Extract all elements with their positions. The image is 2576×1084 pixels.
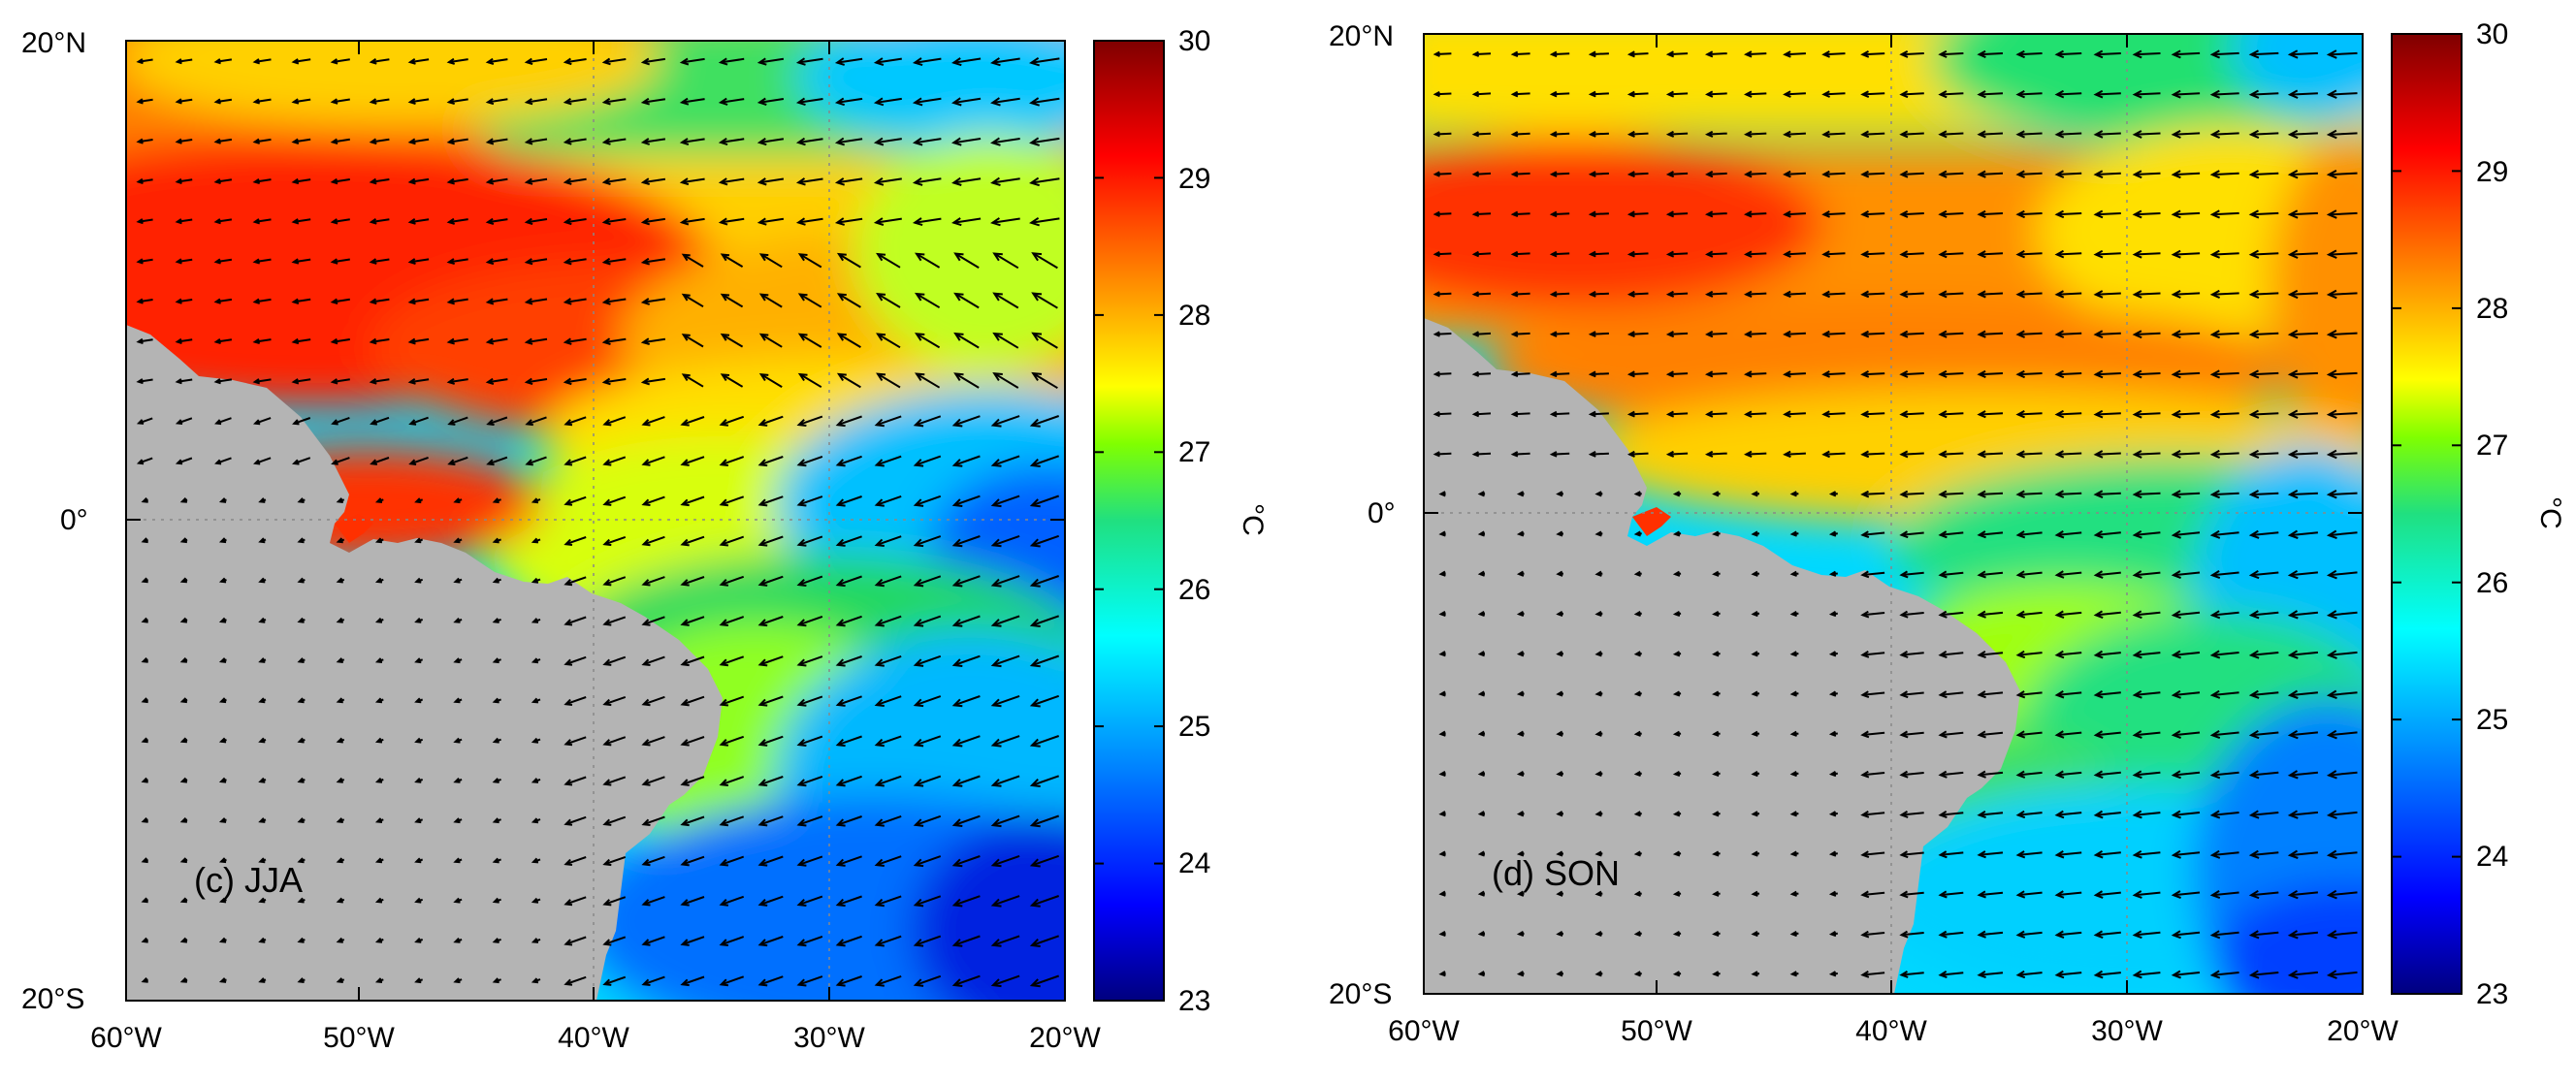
lon-label: 60°W: [1388, 1015, 1460, 1047]
wind-vector: [2290, 53, 2318, 54]
lon-labels-jja: 60°W 50°W 40°W 30°W 20°W: [90, 1022, 1101, 1054]
map-panel-jja: 20°N 0° 20°S 60°W 50°W 40°W 30°W 20°W (c…: [0, 0, 1269, 1054]
colorbar-tick: 24: [2476, 841, 2508, 873]
lat-label: 20°S: [21, 983, 84, 1015]
lat-label: 20°N: [1329, 20, 1394, 52]
lon-label: 20°W: [2327, 1015, 2399, 1047]
lat-label: 0°: [1368, 497, 1396, 529]
lon-label: 30°W: [793, 1022, 865, 1054]
lat-label: 20°N: [21, 27, 86, 59]
colorbar-tick: 27: [1178, 436, 1210, 468]
colorbar-tick: 26: [1178, 574, 1210, 606]
colorbar-tick: 26: [2476, 567, 2508, 599]
lon-labels-son: 60°W 50°W 40°W 30°W 20°W: [1388, 1015, 2399, 1047]
wind-vector: [2290, 213, 2318, 214]
lon-label: 30°W: [2091, 1015, 2163, 1047]
wind-vector: [2290, 174, 2318, 175]
colorbar-tick: 25: [1178, 711, 1210, 743]
colorbar-tick: 28: [2476, 293, 2508, 325]
wind-vector: [2290, 253, 2318, 254]
colorbar-unit-son: °C: [2534, 496, 2566, 529]
colorbar-tick-labels-son: 30 29 28 27 26 25 24 23: [2476, 18, 2508, 1010]
lat-labels-son: 20°N 0° 20°S: [1329, 20, 1396, 1010]
wind-vector: [2290, 293, 2318, 294]
wind-vector: [2290, 373, 2318, 374]
colorbar-tick: 30: [1178, 25, 1210, 57]
colorbar-tick: 28: [1178, 300, 1210, 332]
colorbar-tick-labels-jja: 30 29 28 27 26 25 24 23: [1178, 25, 1210, 1017]
panel-label-jja: (c) JJA: [194, 860, 303, 900]
lon-label: 50°W: [323, 1022, 395, 1054]
lon-label: 40°W: [1855, 1015, 1927, 1047]
lon-label: 50°W: [1621, 1015, 1692, 1047]
lon-label: 20°W: [1029, 1022, 1101, 1054]
lat-label: 0°: [60, 504, 88, 536]
lat-labels-jja: 20°N 0° 20°S: [21, 27, 88, 1015]
colorbar-jja: 30 29 28 27 26 25 24 23 °C: [1094, 25, 1269, 1017]
colorbar-tick: 24: [1178, 847, 1210, 879]
lon-label: 40°W: [558, 1022, 629, 1054]
map-panel-son: 20°N 0° 20°S 60°W 50°W 40°W 30°W 20°W (d…: [1319, 0, 2566, 1047]
wind-vector: [2290, 453, 2318, 454]
wind-vector: [2290, 93, 2318, 94]
colorbar-tick: 30: [2476, 18, 2508, 50]
panel-label-son: (d) SON: [1492, 853, 1620, 893]
wind-vector: [2290, 413, 2318, 414]
colorbar-son: 30 29 28 27 26 25 24 23 °C: [2392, 18, 2566, 1010]
colorbar-tick: 25: [2476, 704, 2508, 736]
colorbar-tick: 23: [2476, 978, 2508, 1010]
colorbar-unit-jja: °C: [1237, 503, 1269, 536]
lon-label: 60°W: [90, 1022, 162, 1054]
wind-vector: [2290, 133, 2318, 134]
colorbar-tick: 27: [2476, 430, 2508, 462]
colorbar-tick: 29: [1178, 163, 1210, 195]
colorbar-tick: 23: [1178, 985, 1210, 1017]
wind-vector: [2290, 334, 2318, 335]
lat-label: 20°S: [1329, 978, 1392, 1010]
colorbar-tick: 29: [2476, 156, 2508, 188]
